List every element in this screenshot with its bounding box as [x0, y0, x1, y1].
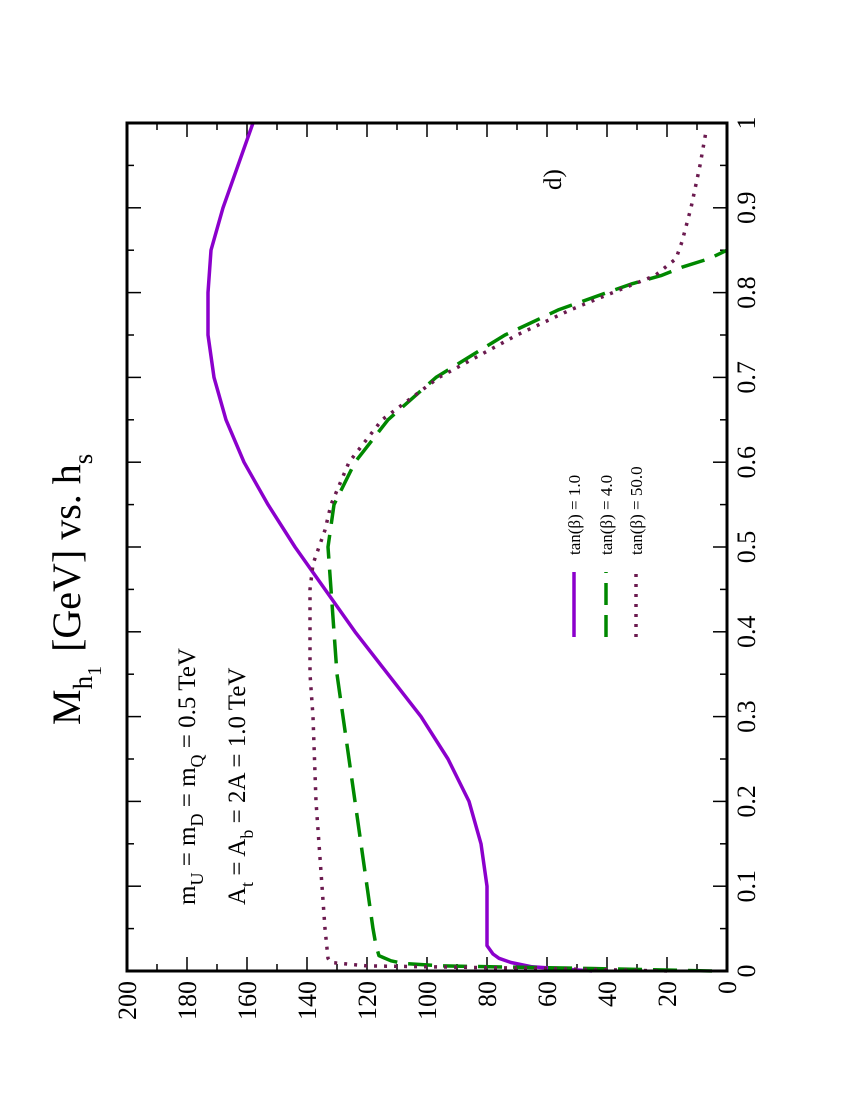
y-tick-label: 80 — [473, 981, 502, 1007]
y-tick-label: 40 — [593, 981, 622, 1007]
title-rest-sub: s — [68, 454, 98, 465]
y-tick-label: 140 — [293, 981, 322, 1020]
annot1-part6: = 0.5 TeV — [174, 648, 201, 754]
series-line-0 — [206, 122, 593, 973]
y-tick-label: 0 — [713, 981, 742, 994]
legend-label-tanb-50: tan(β) = 50.0 — [627, 466, 646, 555]
y-tick-label: 120 — [353, 981, 382, 1020]
legend-label-tanb-1: tan(β) = 1.0 — [565, 475, 584, 555]
y-tick-label: 180 — [173, 981, 202, 1020]
y-tick-label: 160 — [233, 981, 262, 1020]
annot1-part3: D — [187, 814, 207, 827]
x-tick-label: 0.5 — [732, 531, 761, 564]
chart-title: Mh1 [GeV] vs. hs — [44, 454, 106, 725]
series-line-1 — [326, 248, 728, 973]
y-tick-label: 20 — [653, 981, 682, 1007]
panel-label: d) — [540, 169, 567, 190]
annotation-masses: mU = mD = mQ = 0.5 TeV — [174, 648, 207, 905]
annot1-part0: m — [174, 885, 201, 905]
annotation-trilinear: At = Ab = 2A = 1.0 TeV — [224, 668, 257, 905]
x-tick-label: 0.7 — [732, 361, 761, 394]
title-sub1: h — [68, 675, 98, 689]
x-tick-label: 0.3 — [732, 700, 761, 733]
annot2-part2: = A — [224, 839, 251, 882]
annot2-part1: t — [237, 882, 257, 887]
title-rest: [GeV] vs. h — [44, 464, 89, 652]
x-tick-label: 0.9 — [732, 192, 761, 225]
x-tick-label: 0.8 — [732, 276, 761, 309]
title-main: M — [44, 689, 89, 725]
title-sub2: 1 — [84, 666, 106, 676]
annot2-part4: = 2A = 1.0 TeV — [224, 668, 251, 830]
annot1-part1: U — [187, 873, 207, 886]
y-tick-label: 60 — [533, 981, 562, 1007]
x-tick-label: 0.1 — [732, 870, 761, 903]
x-tick-label: 0.4 — [732, 616, 761, 649]
annot1-part5: Q — [187, 754, 207, 767]
plot-frame — [125, 121, 729, 973]
x-tick-label: 0.2 — [732, 785, 761, 818]
labels-layer: 0 0.1 0.2 0.3 0.4 0.5 0.6 0.7 0.8 0.9 1 0 20 40 60 80 10… — [113, 117, 761, 1021]
x-tick-label: 0.6 — [732, 446, 761, 479]
legend-label-tanb-4: tan(β) = 4.0 — [597, 475, 616, 555]
series-line-2 — [308, 131, 708, 973]
series-layer — [206, 122, 728, 973]
annot1-part4: = m — [174, 767, 201, 814]
annot2-part0: A — [224, 887, 251, 905]
x-tick-label: 1 — [732, 117, 761, 130]
x-tick-label: 0 — [732, 965, 761, 978]
y-tick-label: 200 — [113, 981, 142, 1020]
annot1-part2: = m — [174, 826, 201, 873]
annot2-part3: b — [237, 830, 257, 839]
y-tick-label: 100 — [413, 981, 442, 1020]
legend: tan(β) = 1.0 tan(β) = 4.0 tan(β) = 50.0 — [565, 466, 646, 637]
